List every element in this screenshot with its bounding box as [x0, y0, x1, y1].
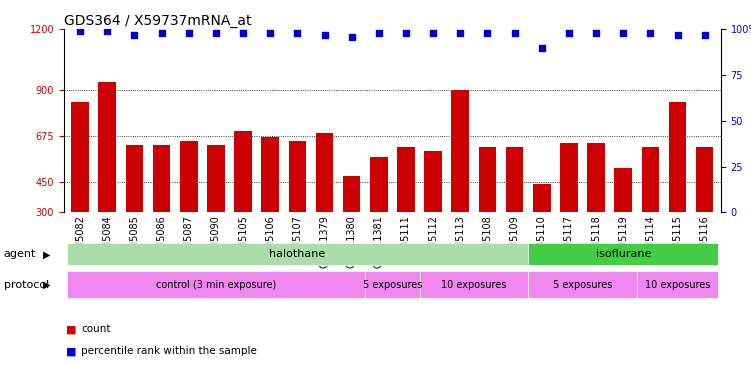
Bar [451, 90, 469, 212]
Bar [505, 147, 523, 212]
Text: protocol: protocol [4, 280, 49, 290]
Point [210, 30, 222, 36]
Bar [207, 145, 225, 212]
Point [264, 30, 276, 36]
Point [454, 30, 466, 36]
Point [671, 32, 683, 38]
Point [182, 30, 195, 36]
Bar [560, 143, 578, 212]
Point [345, 34, 357, 40]
Bar [315, 133, 333, 212]
Point [291, 30, 303, 36]
Point [563, 30, 575, 36]
Bar [71, 102, 89, 212]
Bar [478, 147, 496, 212]
Bar [696, 147, 713, 212]
Text: 10 exposures: 10 exposures [645, 280, 710, 290]
Text: control (3 min exposure): control (3 min exposure) [155, 280, 276, 290]
Text: ■: ■ [66, 324, 77, 335]
Bar [587, 143, 605, 212]
Point [400, 30, 412, 36]
Text: 10 exposures: 10 exposures [441, 280, 506, 290]
Bar [641, 147, 659, 212]
Text: halothane: halothane [270, 249, 325, 259]
Text: ▶: ▶ [43, 280, 50, 290]
Point [74, 28, 86, 34]
Point [318, 32, 330, 38]
Bar [397, 147, 415, 212]
Point [481, 30, 493, 36]
Text: ▶: ▶ [43, 249, 50, 259]
Bar [370, 157, 388, 212]
Point [698, 32, 710, 38]
Bar [533, 184, 550, 212]
Point [128, 32, 140, 38]
Point [535, 45, 547, 51]
Bar [98, 82, 116, 212]
Bar [180, 141, 198, 212]
Text: 5 exposures: 5 exposures [553, 280, 612, 290]
Point [427, 30, 439, 36]
Bar [261, 137, 279, 212]
Point [617, 30, 629, 36]
Text: 5 exposures: 5 exposures [363, 280, 422, 290]
Bar [234, 131, 252, 212]
Point [372, 30, 385, 36]
Bar [152, 145, 170, 212]
Point [101, 28, 113, 34]
Bar [424, 151, 442, 212]
Bar [343, 176, 360, 212]
Point [508, 30, 520, 36]
Text: percentile rank within the sample: percentile rank within the sample [81, 346, 257, 356]
Text: ■: ■ [66, 346, 77, 356]
Point [237, 30, 249, 36]
Text: isoflurane: isoflurane [596, 249, 651, 259]
Bar [125, 145, 143, 212]
Text: agent: agent [4, 249, 36, 259]
Bar [668, 102, 686, 212]
Text: count: count [81, 324, 110, 335]
Point [590, 30, 602, 36]
Bar [614, 168, 632, 212]
Point [155, 30, 167, 36]
Point [644, 30, 656, 36]
Text: GDS364 / X59737mRNA_at: GDS364 / X59737mRNA_at [64, 14, 252, 28]
Bar [288, 141, 306, 212]
